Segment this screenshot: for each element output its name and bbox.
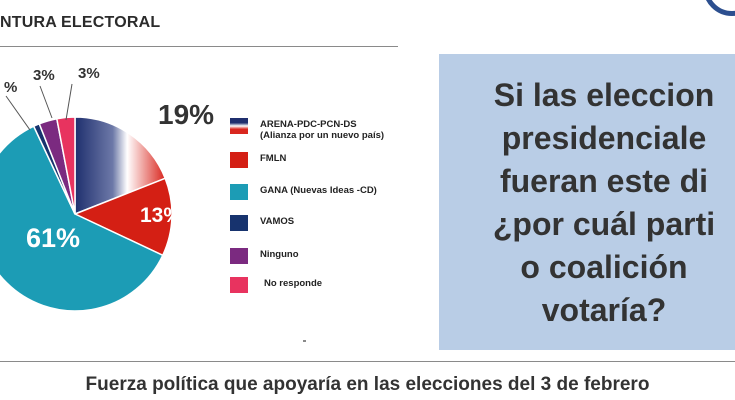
pie-slice-fmln [73, 177, 173, 257]
legend-swatch [230, 118, 248, 134]
slice-label-vamos: % [4, 79, 17, 96]
legend-item-fmln: FMLN [230, 152, 286, 168]
logo-icon [703, 0, 735, 16]
legend-item-gana: GANA (Nuevas Ideas -CD) [230, 184, 377, 200]
chart-header-title: NTURA ELECTORAL [0, 14, 161, 31]
question-panel: Si las eleccion presidenciale fueran est… [439, 54, 735, 350]
legend-label: ARENA-PDC-PCN-DS (Alianza por un nuevo p… [260, 119, 385, 141]
slice-label-ninguno: 3% [33, 67, 55, 84]
legend-swatch [230, 184, 248, 200]
leader-line-vamos [5, 95, 31, 131]
legend-item-no-responde: No responde [230, 277, 322, 293]
footer-divider [0, 361, 735, 362]
slice-label-fmln: 13% [140, 204, 182, 227]
legend-label: Ninguno [260, 249, 299, 260]
leader-line-no-responde [65, 83, 73, 121]
survey-question: Si las eleccion presidenciale fueran est… [492, 77, 716, 328]
slice-label-no-responde: 3% [78, 65, 100, 82]
slice-label-gana: 61% [26, 223, 80, 253]
legend-label: VAMOS [260, 216, 295, 227]
divider-mark [303, 340, 306, 342]
legend-item-ninguno: Ninguno [230, 248, 299, 264]
legend-swatch [230, 277, 248, 293]
pie-chart: 19% 13% 61%% 3% 3% [0, 65, 214, 312]
pie-slice-no-responde [55, 116, 76, 215]
header-divider [0, 46, 398, 47]
leader-line-ninguno [39, 85, 53, 119]
legend-swatch [230, 248, 248, 264]
chart-caption: Fuerza política que apoyaría en las elec… [85, 374, 650, 395]
legend-label: FMLN [260, 153, 287, 164]
legend-item-vamos: VAMOS [230, 215, 294, 231]
legend-label: GANA (Nuevas Ideas -CD) [260, 185, 377, 196]
legend-item-arena: ARENA-PDC-PCN-DS (Alianza por un nuevo p… [230, 118, 384, 141]
legend-swatch [230, 215, 248, 231]
legend-label: No responde [264, 278, 323, 289]
pie-slice-gana [0, 125, 164, 312]
legend-swatch [230, 152, 248, 168]
pie-slice-arena [74, 116, 167, 216]
slice-label-arena: 19% [158, 99, 214, 130]
